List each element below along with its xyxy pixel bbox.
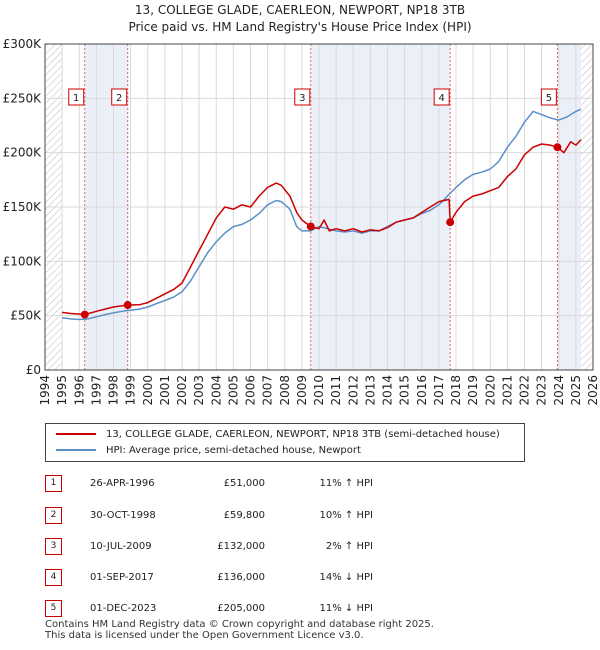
legend: 13, COLLEGE GLADE, CAERLEON, NEWPORT, NP… xyxy=(45,423,525,462)
legend-swatch-hpi xyxy=(56,449,96,451)
x-tick-label: 2013 xyxy=(363,375,377,406)
x-tick-label: 2011 xyxy=(329,375,343,406)
row-hpi: 11% ↑ HPI xyxy=(319,478,373,489)
x-tick-label: 2000 xyxy=(141,375,155,406)
sale-point-2 xyxy=(123,301,132,310)
x-tick-label: 2020 xyxy=(483,375,497,406)
legend-swatch-property xyxy=(56,433,96,435)
x-tick-label: 2023 xyxy=(535,375,549,406)
legend-item-property: 13, COLLEGE GLADE, CAERLEON, NEWPORT, NP… xyxy=(56,428,500,442)
sale-point-5 xyxy=(553,143,562,152)
event-marker-box-4 xyxy=(433,88,450,106)
y-tick-label: £0 xyxy=(26,363,41,377)
x-tick-label: 2007 xyxy=(261,375,275,406)
legend-label-property: 13, COLLEGE GLADE, CAERLEON, NEWPORT, NP… xyxy=(106,429,500,440)
event-marker-box-2 xyxy=(111,88,128,106)
x-tick-label: 1998 xyxy=(107,375,121,406)
footer-copyright: Contains HM Land Registry data © Crown c… xyxy=(45,619,434,630)
x-tick-label: 2017 xyxy=(432,375,446,406)
legend-label-hpi: HPI: Average price, semi-detached house,… xyxy=(106,445,361,456)
row-hpi: 2% ↑ HPI xyxy=(325,541,373,552)
row-date: 01-DEC-2023 xyxy=(90,603,157,614)
y-tick-label: £150K xyxy=(3,200,43,214)
x-tick-label: 2021 xyxy=(500,375,514,406)
event-marker-box-3 xyxy=(294,88,311,106)
row-date: 26-APR-1996 xyxy=(90,478,155,489)
row-price: £51,000 xyxy=(223,478,265,489)
x-tick-label: 2009 xyxy=(295,375,309,406)
series-line-hpi xyxy=(62,108,582,321)
x-tick-label: 2024 xyxy=(552,375,566,406)
table-row: 5 01-DEC-2023 £205,000 11% ↓ HPI xyxy=(0,600,600,618)
table-row: 3 10-JUL-2009 £132,000 2% ↑ HPI xyxy=(0,538,600,556)
y-tick-label: £50K xyxy=(10,309,42,323)
x-tick-label: 1995 xyxy=(55,375,69,406)
table-row: 2 30-OCT-1998 £59,800 10% ↑ HPI xyxy=(0,507,600,525)
y-tick-label: £100K xyxy=(3,254,43,268)
x-tick-label: 1994 xyxy=(38,375,52,406)
row-date: 10-JUL-2009 xyxy=(90,541,152,552)
row-hpi: 14% ↓ HPI xyxy=(319,572,373,583)
row-marker: 5 xyxy=(45,600,62,617)
event-marker-label-5: 5 xyxy=(546,93,552,104)
event-marker-label-4: 4 xyxy=(438,93,444,104)
row-marker: 2 xyxy=(45,507,62,524)
table-row: 1 26-APR-1996 £51,000 11% ↑ HPI xyxy=(0,475,600,493)
x-tick-label: 1997 xyxy=(89,375,103,406)
row-marker: 1 xyxy=(45,475,62,492)
x-tick-label: 1999 xyxy=(124,375,138,406)
x-tick-label: 2004 xyxy=(209,375,223,406)
row-price: £59,800 xyxy=(223,510,265,521)
y-tick-label: £300K xyxy=(3,37,43,51)
x-tick-label: 2019 xyxy=(466,375,480,406)
x-tick-label: 2005 xyxy=(226,375,240,406)
x-tick-label: 2012 xyxy=(346,375,360,406)
x-tick-label: 1996 xyxy=(72,375,86,406)
sale-point-1 xyxy=(80,310,89,319)
event-marker-box-5 xyxy=(540,88,557,106)
row-date: 30-OCT-1998 xyxy=(90,510,156,521)
x-tick-label: 2008 xyxy=(278,375,292,406)
row-hpi: 10% ↑ HPI xyxy=(319,510,373,521)
row-price: £136,000 xyxy=(217,572,265,583)
y-tick-label: £250K xyxy=(3,91,43,105)
legend-item-hpi: HPI: Average price, semi-detached house,… xyxy=(56,444,361,458)
event-marker-label-2: 2 xyxy=(116,93,122,104)
footer-licence: This data is licensed under the Open Gov… xyxy=(45,630,364,641)
plot-frame xyxy=(44,43,594,371)
chart-title: 13, COLLEGE GLADE, CAERLEON, NEWPORT, NP… xyxy=(134,3,466,17)
row-price: £205,000 xyxy=(217,603,265,614)
series-line-property xyxy=(62,139,582,316)
x-tick-label: 2006 xyxy=(244,375,258,406)
row-hpi: 11% ↓ HPI xyxy=(319,603,373,614)
x-tick-label: 2022 xyxy=(518,375,532,406)
row-date: 01-SEP-2017 xyxy=(90,572,154,583)
x-tick-label: 2001 xyxy=(158,375,172,406)
x-tick-label: 2002 xyxy=(175,375,189,406)
x-tick-label: 2015 xyxy=(398,375,412,406)
x-tick-label: 2014 xyxy=(381,375,395,406)
x-tick-label: 2025 xyxy=(569,375,583,406)
x-tick-label: 2018 xyxy=(449,375,463,406)
row-price: £132,000 xyxy=(217,541,265,552)
sale-point-4 xyxy=(446,218,455,227)
table-row: 4 01-SEP-2017 £136,000 14% ↓ HPI xyxy=(0,569,600,587)
x-tick-label: 2016 xyxy=(415,375,429,406)
x-tick-label: 2010 xyxy=(312,375,326,406)
event-marker-label-1: 1 xyxy=(73,93,79,104)
row-marker: 3 xyxy=(45,538,62,555)
chart-subtitle: Price paid vs. HM Land Registry's House … xyxy=(128,20,472,34)
sale-point-3 xyxy=(306,222,315,231)
x-tick-label: 2003 xyxy=(192,375,206,406)
y-tick-label: £200K xyxy=(3,146,43,160)
event-marker-label-3: 3 xyxy=(299,93,305,104)
x-tick-label: 2026 xyxy=(586,375,600,406)
row-marker: 4 xyxy=(45,569,62,586)
event-marker-box-1 xyxy=(68,88,85,106)
